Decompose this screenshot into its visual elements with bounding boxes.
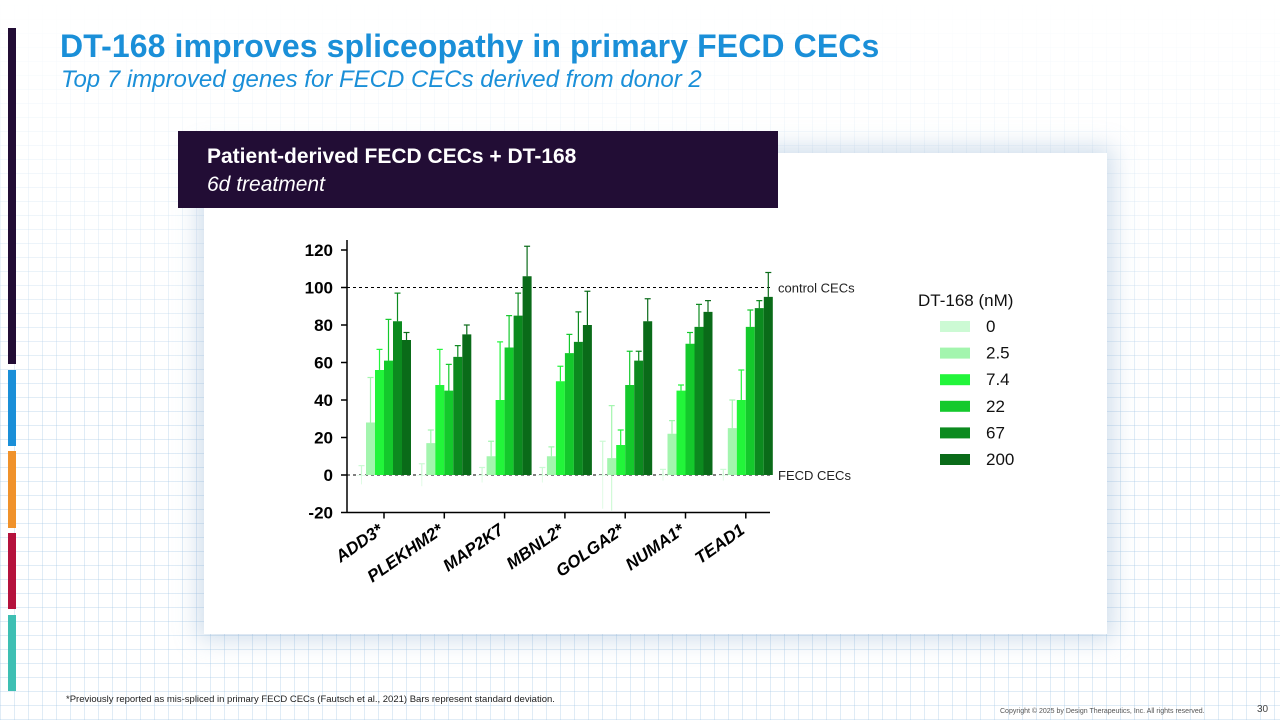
y-tick-label--20: -20 xyxy=(308,504,333,523)
bar-golga2-22 xyxy=(625,385,635,475)
legend-label-7.4: 7.4 xyxy=(986,370,1010,389)
bar-add3-7.4 xyxy=(375,370,384,475)
chart-card xyxy=(204,153,1107,634)
bar-numa1-2.5 xyxy=(667,433,677,475)
sidebar-segment-blue xyxy=(8,370,16,446)
footnote: *Previously reported as mis-spliced in p… xyxy=(66,694,555,705)
sidebar-segment-red xyxy=(8,533,16,609)
bar-golga2-200 xyxy=(643,321,653,475)
bar-mbnl2-67 xyxy=(573,341,583,475)
y-tick-label-40: 40 xyxy=(314,391,333,410)
x-category-label-numa1: NUMA1* xyxy=(622,519,689,574)
y-tick-label-120: 120 xyxy=(305,241,333,260)
bar-plekhm2-67 xyxy=(453,356,463,475)
legend-swatch-7.4 xyxy=(940,374,970,386)
legend-title: DT-168 (nM) xyxy=(918,291,1013,310)
x-category-label-golga2: GOLGA2* xyxy=(552,519,628,580)
y-tick-label-80: 80 xyxy=(314,316,333,335)
legend-swatch-2.5 xyxy=(940,347,970,359)
bar-plekhm2-2.5 xyxy=(426,443,436,475)
slide-title: DT-168 improves spliceopathy in primary … xyxy=(60,28,880,64)
legend-label-67: 67 xyxy=(986,423,1005,442)
sidebar-segment-purple xyxy=(8,28,16,364)
bar-plekhm2-22 xyxy=(444,390,454,475)
sidebar-segment-orange xyxy=(8,451,16,528)
copyright-notice: Copyright © 2025 by Design Therapeutics,… xyxy=(1000,708,1205,715)
chart-banner: Patient-derived FECD CECs + DT-168 6d tr… xyxy=(178,131,778,208)
legend-swatch-0 xyxy=(940,321,970,332)
y-tick-label-20: 20 xyxy=(314,429,333,448)
legend-swatch-22 xyxy=(940,400,970,412)
bar-mbnl2-7.4 xyxy=(555,381,565,475)
x-category-label-map2k7: MAP2K7 xyxy=(440,519,509,575)
legend-label-200: 200 xyxy=(986,450,1014,469)
bar-tead1-7.4 xyxy=(736,400,746,475)
legend-swatch-67 xyxy=(940,427,970,439)
bar-numa1-67 xyxy=(694,326,704,475)
bar-mbnl2-200 xyxy=(582,325,592,475)
bar-map2k7-22 xyxy=(504,347,514,475)
legend-swatch-200 xyxy=(940,454,970,465)
page-number: 30 xyxy=(1257,704,1269,715)
bar-map2k7-67 xyxy=(513,315,523,475)
y-tick-label-60: 60 xyxy=(314,354,333,373)
banner-title: Patient-derived FECD CECs + DT-168 xyxy=(207,145,577,168)
bar-tead1-67 xyxy=(754,308,764,475)
bar-map2k7-200 xyxy=(522,276,532,475)
reference-label-1: control CECs xyxy=(778,281,855,296)
y-tick-label-0: 0 xyxy=(324,466,333,485)
slide-subtitle: Top 7 improved genes for FECD CECs deriv… xyxy=(61,66,702,93)
bar-numa1-7.4 xyxy=(676,390,686,475)
reference-label-2: FECD CECs xyxy=(778,468,851,483)
bar-mbnl2-22 xyxy=(564,353,574,475)
bar-plekhm2-7.4 xyxy=(435,385,445,475)
legend-label-22: 22 xyxy=(986,397,1005,416)
bar-tead1-22 xyxy=(745,326,755,475)
legend-label-2.5: 2.5 xyxy=(986,344,1010,363)
y-tick-label-100: 100 xyxy=(305,279,333,298)
legend-label-0: 0 xyxy=(986,317,995,336)
sidebar-segment-teal xyxy=(8,615,16,691)
bar-tead1-200 xyxy=(763,296,773,475)
x-category-label-tead1: TEAD1 xyxy=(692,520,749,568)
bar-add3-22 xyxy=(384,360,393,475)
bar-numa1-22 xyxy=(685,343,695,475)
bar-numa1-200 xyxy=(703,311,713,475)
bar-add3-200 xyxy=(402,340,411,475)
banner-subtitle: 6d treatment xyxy=(207,173,325,196)
bar-golga2-67 xyxy=(634,360,644,475)
bar-plekhm2-200 xyxy=(462,334,472,475)
bar-add3-67 xyxy=(393,321,402,475)
